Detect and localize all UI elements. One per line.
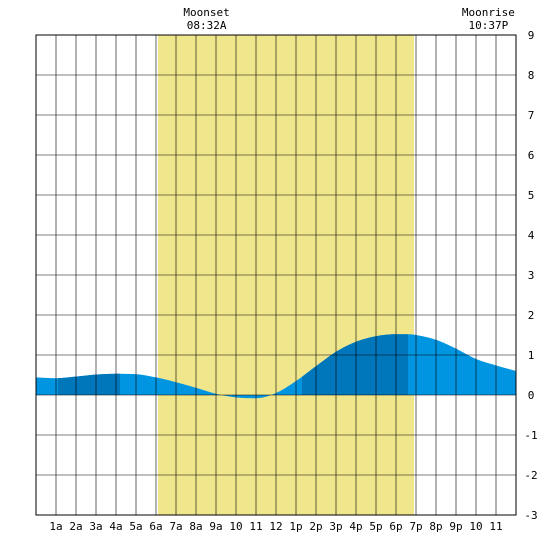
moon-event-time: 10:37P [469, 19, 509, 32]
tide-highlight-band-2 [302, 334, 408, 395]
moon-event-time: 08:32A [187, 19, 227, 32]
y-tick-label: 0 [528, 389, 535, 402]
x-tick-label: 4p [349, 520, 362, 533]
x-tick-label: 3p [329, 520, 342, 533]
x-tick-label: 3a [89, 520, 102, 533]
x-tick-labels: 1a 2a 3a 4a 5a 6a 7a 8a 9a 10 11 12 1p 2p 3p 4p 5p 6p 7p 8p… [49, 520, 502, 533]
x-tick-label: 4a [109, 520, 122, 533]
y-tick-label: 4 [528, 229, 535, 242]
y-tick-label: 9 [528, 29, 535, 42]
x-tick-label: 2a [69, 520, 82, 533]
x-tick-label: 2p [309, 520, 322, 533]
x-tick-label: 10 [469, 520, 482, 533]
grid-layer [36, 34, 516, 516]
x-tick-label: 5a [129, 520, 142, 533]
y-tick-label: 3 [528, 269, 535, 282]
y-tick-labels: -3 -2 -1 0 1 2 3 4 5 6 7 8 9 [524, 29, 537, 522]
y-tick-label: -1 [524, 429, 537, 442]
y-tick-label: -3 [524, 509, 537, 522]
x-tick-label: 9p [449, 520, 462, 533]
y-tick-label: 8 [528, 69, 535, 82]
x-tick-label: 1p [289, 520, 302, 533]
y-tick-label: -2 [524, 469, 537, 482]
plot-border [35, 34, 517, 516]
x-tick-label: 7p [409, 520, 422, 533]
x-tick-label: 7a [169, 520, 182, 533]
y-tick-label: 5 [528, 189, 535, 202]
x-tick-label: 8p [429, 520, 442, 533]
x-tick-label: 10 [229, 520, 242, 533]
y-tick-label: 1 [528, 349, 535, 362]
x-tick-label: 6a [149, 520, 162, 533]
tide-highlight-band-1 [58, 373, 120, 395]
x-tick-label: 5p [369, 520, 382, 533]
moon-event-label: Moonset [183, 6, 229, 19]
x-tick-label: 6p [389, 520, 402, 533]
y-tick-label: 7 [528, 109, 535, 122]
moon-event-label: Moonrise [462, 6, 515, 19]
x-tick-label: 1a [49, 520, 62, 533]
y-tick-label: 6 [528, 149, 535, 162]
x-tick-label: 8a [189, 520, 202, 533]
y-tick-label: 2 [528, 309, 535, 322]
x-tick-label: 12 [269, 520, 282, 533]
x-tick-label: 11 [249, 520, 262, 533]
x-tick-label: 9a [209, 520, 222, 533]
x-tick-label: 11 [489, 520, 502, 533]
